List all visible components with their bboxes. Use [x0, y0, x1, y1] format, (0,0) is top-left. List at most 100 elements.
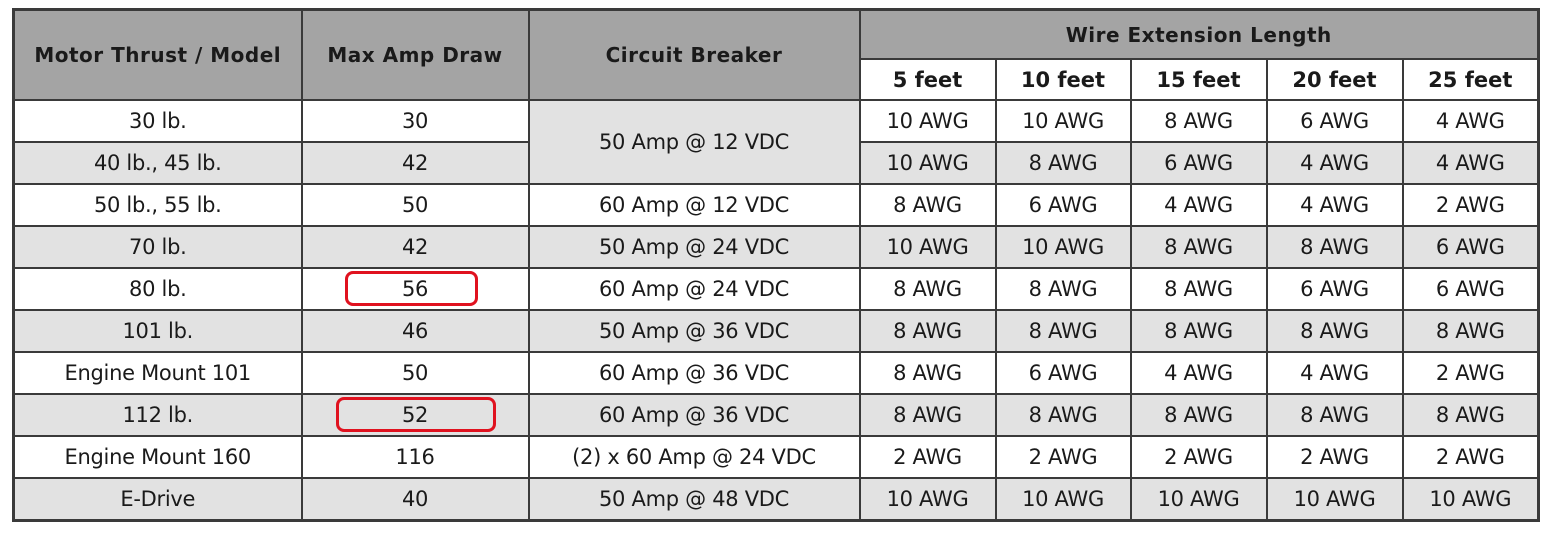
motor-cell: 30 lb.: [12, 99, 303, 143]
wire-cell: 4 AWG: [1129, 183, 1268, 227]
wire-cell: 10 AWG: [858, 477, 997, 522]
table-row: 30 lb. 30 50 Amp @ 12 VDC 10 AWG 10 AWG …: [12, 99, 1540, 185]
wire-cell: 10 AWG: [1129, 477, 1268, 522]
motor-cell: E-Drive: [12, 477, 303, 522]
amp-cell-highlighted: 52: [300, 393, 530, 437]
amp-cell: 46: [300, 309, 530, 353]
wire-cell: 2 AWG: [1129, 435, 1268, 479]
header-length-5: 5 feet: [858, 58, 997, 101]
wire-cell: 8 AWG: [1265, 225, 1404, 269]
wire-cell: 4 AWG: [1129, 351, 1268, 395]
header-wire-extension-length: Wire Extension Length: [858, 8, 1540, 60]
wire-cell: 4 AWG: [1265, 183, 1404, 227]
header-circuit-breaker: Circuit Breaker: [527, 8, 861, 101]
wire-cell: 10 AWG: [1265, 477, 1404, 522]
table-row: Engine Mount 160 116 (2) x 60 Amp @ 24 V…: [12, 435, 1540, 479]
table-row: 40 lb., 45 lb. 42 10 AWG 8 AWG 6 AWG 4 A…: [12, 141, 1540, 185]
wire-cell: 8 AWG: [994, 393, 1132, 437]
wire-cell: 6 AWG: [1265, 99, 1404, 143]
wire-cell: 8 AWG: [1129, 393, 1268, 437]
table-row: 80 lb. 56 60 Amp @ 24 VDC 8 AWG 8 AWG 8 …: [12, 267, 1540, 311]
wire-cell: 8 AWG: [1129, 309, 1268, 353]
amp-cell: 42: [300, 141, 530, 185]
wire-cell: 6 AWG: [1265, 267, 1404, 311]
wire-cell: 10 AWG: [994, 477, 1132, 522]
wire-cell: 10 AWG: [994, 99, 1132, 143]
motor-cell: Engine Mount 160: [12, 435, 303, 479]
amp-cell-highlighted: 56: [300, 267, 530, 311]
wire-cell: 8 AWG: [858, 309, 997, 353]
wire-gauge-table-container: Motor Thrust / Model Max Amp Draw Circui…: [12, 8, 1541, 522]
amp-cell: 50: [300, 351, 530, 395]
wire-cell: 8 AWG: [1265, 309, 1404, 353]
wire-gauge-table: Motor Thrust / Model Max Amp Draw Circui…: [12, 8, 1541, 522]
breaker-cell: 60 Amp @ 12 VDC: [527, 183, 861, 227]
motor-cell: 112 lb.: [12, 393, 303, 437]
wire-cell: 10 AWG: [994, 225, 1132, 269]
wire-cell: 4 AWG: [1401, 141, 1540, 185]
wire-cell: 10 AWG: [1401, 477, 1540, 522]
header-max-amp-draw: Max Amp Draw: [300, 8, 530, 101]
wire-cell: 6 AWG: [1401, 267, 1540, 311]
header-length-20: 20 feet: [1265, 58, 1404, 101]
motor-cell: Engine Mount 101: [12, 351, 303, 395]
header-motor-thrust: Motor Thrust / Model: [12, 8, 303, 101]
table-row: 112 lb. 52 60 Amp @ 36 VDC 8 AWG 8 AWG 8…: [12, 393, 1540, 437]
amp-cell: 42: [300, 225, 530, 269]
breaker-cell: 50 Amp @ 36 VDC: [527, 309, 861, 353]
wire-cell: 10 AWG: [858, 225, 997, 269]
wire-cell: 8 AWG: [994, 309, 1132, 353]
wire-cell: 8 AWG: [1401, 309, 1540, 353]
wire-cell: 6 AWG: [994, 351, 1132, 395]
header-length-10: 10 feet: [994, 58, 1132, 101]
motor-cell: 80 lb.: [12, 267, 303, 311]
wire-cell: 6 AWG: [1129, 141, 1268, 185]
wire-cell: 2 AWG: [1401, 183, 1540, 227]
wire-cell: 4 AWG: [1265, 141, 1404, 185]
wire-cell: 8 AWG: [994, 267, 1132, 311]
wire-cell: 8 AWG: [858, 267, 997, 311]
motor-cell: 50 lb., 55 lb.: [12, 183, 303, 227]
motor-cell: 40 lb., 45 lb.: [12, 141, 303, 185]
wire-cell: 8 AWG: [994, 141, 1132, 185]
motor-cell: 70 lb.: [12, 225, 303, 269]
wire-cell: 8 AWG: [1129, 225, 1268, 269]
wire-cell: 8 AWG: [858, 393, 997, 437]
wire-cell: 4 AWG: [1401, 99, 1540, 143]
wire-cell: 10 AWG: [858, 141, 997, 185]
wire-cell: 6 AWG: [1401, 225, 1540, 269]
amp-cell: 50: [300, 183, 530, 227]
wire-cell: 6 AWG: [994, 183, 1132, 227]
wire-cell: 8 AWG: [1129, 267, 1268, 311]
breaker-cell: 60 Amp @ 36 VDC: [527, 393, 861, 437]
wire-cell: 8 AWG: [1129, 99, 1268, 143]
amp-cell: 40: [300, 477, 530, 522]
header-length-25: 25 feet: [1401, 58, 1540, 101]
table-row: 50 lb., 55 lb. 50 60 Amp @ 12 VDC 8 AWG …: [12, 183, 1540, 227]
table-row: 101 lb. 46 50 Amp @ 36 VDC 8 AWG 8 AWG 8…: [12, 309, 1540, 353]
breaker-cell: 60 Amp @ 36 VDC: [527, 351, 861, 395]
wire-cell: 2 AWG: [858, 435, 997, 479]
wire-cell: 8 AWG: [1265, 393, 1404, 437]
wire-cell: 10 AWG: [858, 99, 997, 143]
wire-cell: 4 AWG: [1265, 351, 1404, 395]
table-row: E-Drive 40 50 Amp @ 48 VDC 10 AWG 10 AWG…: [12, 477, 1540, 522]
wire-cell: 2 AWG: [1265, 435, 1404, 479]
wire-cell: 2 AWG: [994, 435, 1132, 479]
breaker-cell: 50 Amp @ 12 VDC: [527, 99, 861, 185]
wire-cell: 8 AWG: [858, 183, 997, 227]
breaker-cell: 60 Amp @ 24 VDC: [527, 267, 861, 311]
header-length-15: 15 feet: [1129, 58, 1268, 101]
breaker-cell: 50 Amp @ 48 VDC: [527, 477, 861, 522]
wire-cell: 2 AWG: [1401, 435, 1540, 479]
motor-cell: 101 lb.: [12, 309, 303, 353]
wire-cell: 8 AWG: [858, 351, 997, 395]
table-row: 70 lb. 42 50 Amp @ 24 VDC 10 AWG 10 AWG …: [12, 225, 1540, 269]
breaker-cell: 50 Amp @ 24 VDC: [527, 225, 861, 269]
breaker-cell: (2) x 60 Amp @ 24 VDC: [527, 435, 861, 479]
amp-cell: 30: [300, 99, 530, 143]
wire-cell: 2 AWG: [1401, 351, 1540, 395]
wire-cell: 8 AWG: [1401, 393, 1540, 437]
table-row: Engine Mount 101 50 60 Amp @ 36 VDC 8 AW…: [12, 351, 1540, 395]
amp-cell: 116: [300, 435, 530, 479]
